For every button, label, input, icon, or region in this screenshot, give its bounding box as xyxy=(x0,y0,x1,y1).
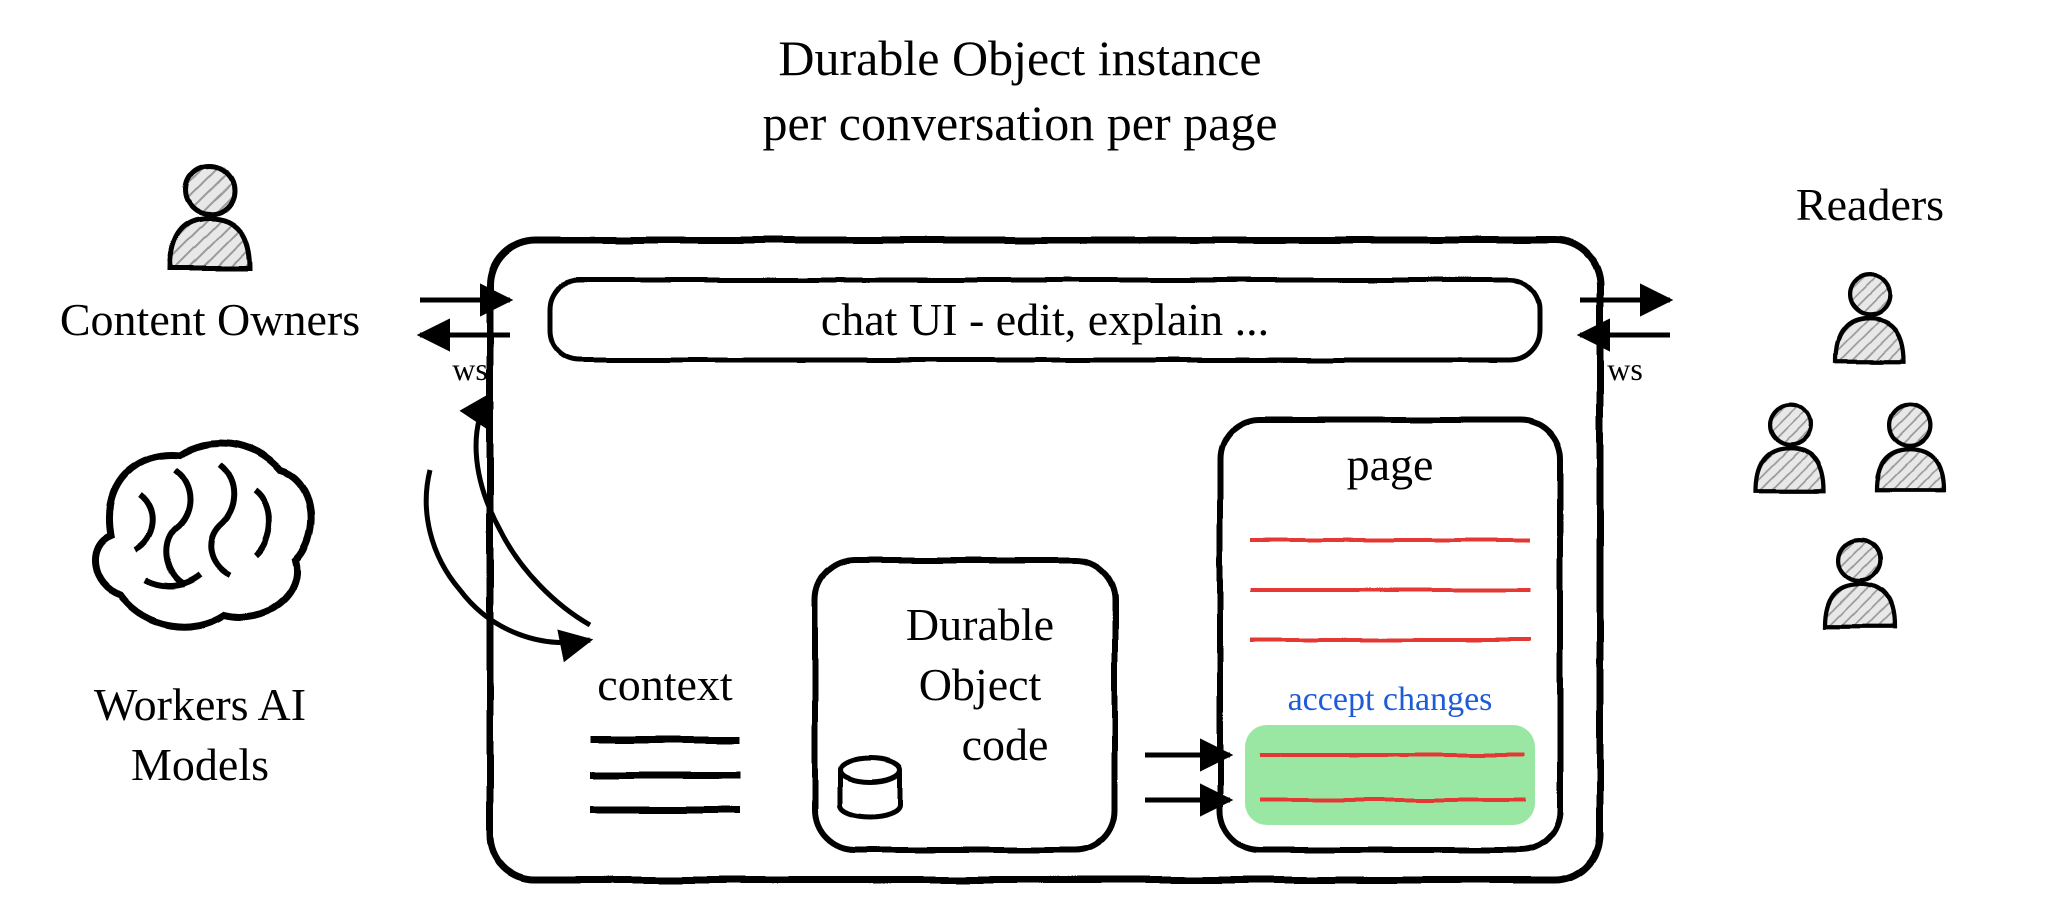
readers-group xyxy=(1756,275,1944,627)
accept-changes-label: accept changes xyxy=(1288,681,1493,718)
readers-label: Readers xyxy=(1796,179,1944,230)
content-owners-group xyxy=(170,166,250,268)
title-line-2: per conversation per page xyxy=(762,95,1277,151)
title-line-1: Durable Object instance xyxy=(778,30,1261,86)
brain-icon xyxy=(94,443,311,627)
person-icon xyxy=(170,166,250,268)
page-label: page xyxy=(1347,439,1434,490)
ws-label-left: ws xyxy=(452,351,488,387)
context-label: context xyxy=(597,659,733,710)
person-icon xyxy=(1836,275,1904,362)
person-icon xyxy=(1756,405,1824,492)
ws-arrows-left xyxy=(420,300,510,335)
workers-ai-label-1: Workers AI xyxy=(94,679,306,730)
ws-arrows-right xyxy=(1580,300,1670,335)
page-content-lines xyxy=(1250,540,1530,640)
chat-ui-label: chat UI - edit, explain ... xyxy=(821,294,1269,345)
do-code-label-2: Object xyxy=(919,659,1042,710)
content-owners-label: Content Owners xyxy=(60,294,360,345)
do-code-label-3: code xyxy=(962,719,1049,770)
ws-label-right: ws xyxy=(1607,351,1643,387)
workers-ai-label-2: Models xyxy=(131,739,269,790)
do-code-label-1: Durable xyxy=(906,599,1054,650)
person-icon xyxy=(1826,540,1894,627)
ai-arrows xyxy=(426,395,590,643)
database-icon xyxy=(840,758,900,817)
accept-highlight xyxy=(1245,725,1535,825)
person-icon xyxy=(1876,405,1944,492)
context-lines xyxy=(590,740,740,810)
